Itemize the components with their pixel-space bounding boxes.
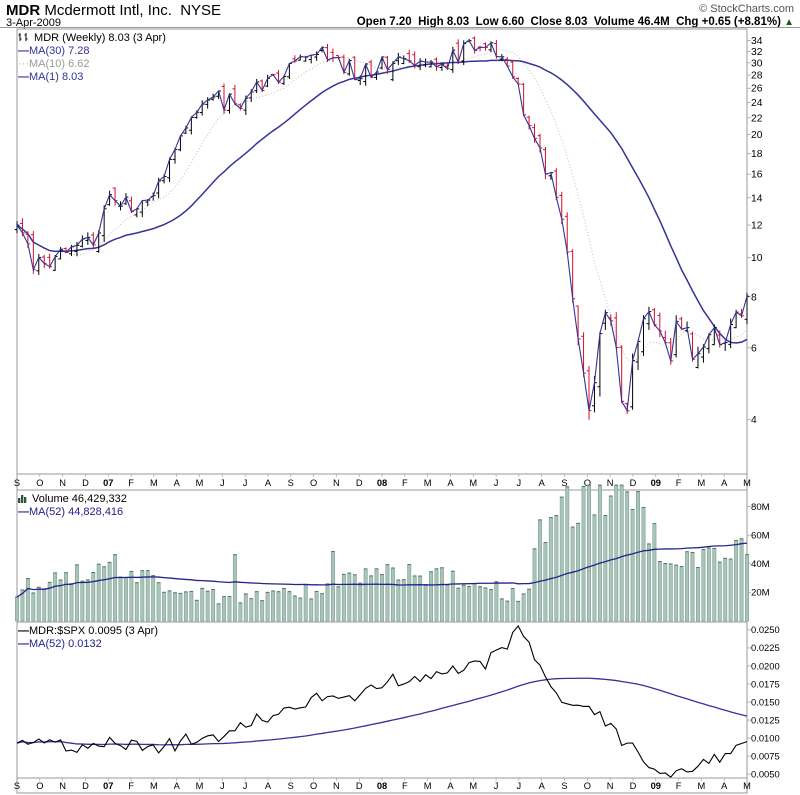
svg-text:09: 09 xyxy=(651,781,661,791)
svg-text:20: 20 xyxy=(751,130,763,141)
svg-text:M: M xyxy=(196,478,204,488)
svg-text:S: S xyxy=(561,781,567,791)
svg-text:0.0100: 0.0100 xyxy=(751,732,780,743)
svg-text:D: D xyxy=(82,781,89,791)
svg-text:A: A xyxy=(265,781,272,791)
svg-text:A: A xyxy=(539,781,546,791)
svg-text:F: F xyxy=(402,478,408,488)
svg-text:J: J xyxy=(220,478,225,488)
svg-text:6: 6 xyxy=(751,343,757,354)
svg-text:O: O xyxy=(584,781,591,791)
svg-text:J: J xyxy=(494,781,499,791)
svg-text:N: N xyxy=(607,478,614,488)
svg-text:D: D xyxy=(630,781,637,791)
svg-text:M: M xyxy=(196,781,204,791)
svg-text:30: 30 xyxy=(751,58,763,69)
svg-text:0.0250: 0.0250 xyxy=(751,624,780,635)
svg-text:A: A xyxy=(174,478,181,488)
svg-text:J: J xyxy=(243,478,248,488)
svg-text:O: O xyxy=(310,478,317,488)
svg-text:M: M xyxy=(469,478,477,488)
svg-text:F: F xyxy=(676,478,682,488)
svg-text:A: A xyxy=(539,478,546,488)
svg-text:4: 4 xyxy=(751,415,757,426)
svg-text:N: N xyxy=(59,781,66,791)
svg-text:0.0125: 0.0125 xyxy=(751,714,780,725)
svg-text:N: N xyxy=(333,781,340,791)
svg-text:26: 26 xyxy=(751,84,763,95)
svg-text:F: F xyxy=(128,781,134,791)
svg-text:0.0050: 0.0050 xyxy=(751,768,780,779)
svg-text:24: 24 xyxy=(751,98,763,109)
svg-text:0.0150: 0.0150 xyxy=(751,696,780,707)
svg-text:28: 28 xyxy=(751,71,763,82)
svg-text:N: N xyxy=(59,478,66,488)
svg-text:0.0075: 0.0075 xyxy=(751,750,780,761)
svg-text:40M: 40M xyxy=(751,559,770,570)
svg-text:18: 18 xyxy=(751,149,763,160)
svg-text:0.0200: 0.0200 xyxy=(751,660,780,671)
svg-text:F: F xyxy=(676,781,682,791)
svg-text:07: 07 xyxy=(103,478,113,488)
svg-text:M: M xyxy=(150,781,158,791)
svg-text:M: M xyxy=(698,781,706,791)
svg-text:60M: 60M xyxy=(751,531,770,542)
svg-text:J: J xyxy=(220,781,225,791)
svg-text:M: M xyxy=(424,478,432,488)
svg-text:A: A xyxy=(721,781,728,791)
svg-text:J: J xyxy=(517,478,522,488)
svg-text:08: 08 xyxy=(377,478,387,488)
svg-text:A: A xyxy=(265,478,272,488)
svg-text:A: A xyxy=(447,478,454,488)
svg-text:A: A xyxy=(721,478,728,488)
svg-text:D: D xyxy=(82,478,89,488)
svg-text:J: J xyxy=(494,478,499,488)
svg-text:14: 14 xyxy=(751,193,763,204)
svg-text:S: S xyxy=(288,478,294,488)
svg-text:0.0225: 0.0225 xyxy=(751,642,780,653)
svg-text:16: 16 xyxy=(751,170,763,181)
svg-text:D: D xyxy=(630,478,637,488)
svg-text:M: M xyxy=(743,478,751,488)
svg-text:O: O xyxy=(310,781,317,791)
svg-text:09: 09 xyxy=(651,478,661,488)
svg-text:M: M xyxy=(150,478,158,488)
svg-text:32: 32 xyxy=(751,47,763,58)
svg-text:22: 22 xyxy=(751,113,763,124)
svg-text:M: M xyxy=(424,781,432,791)
svg-text:M: M xyxy=(469,781,477,791)
svg-text:F: F xyxy=(128,478,134,488)
svg-text:D: D xyxy=(356,781,363,791)
svg-text:S: S xyxy=(14,781,20,791)
svg-text:20M: 20M xyxy=(751,588,770,599)
svg-text:S: S xyxy=(14,478,20,488)
svg-text:O: O xyxy=(36,781,43,791)
svg-text:J: J xyxy=(517,781,522,791)
svg-text:80M: 80M xyxy=(751,502,770,513)
svg-text:D: D xyxy=(356,478,363,488)
svg-text:A: A xyxy=(447,781,454,791)
svg-text:M: M xyxy=(743,781,751,791)
svg-text:N: N xyxy=(607,781,614,791)
svg-text:8: 8 xyxy=(751,292,757,303)
svg-text:12: 12 xyxy=(751,221,763,232)
svg-text:N: N xyxy=(333,478,340,488)
svg-text:F: F xyxy=(402,781,408,791)
svg-text:M: M xyxy=(698,478,706,488)
svg-text:07: 07 xyxy=(103,781,113,791)
svg-text:O: O xyxy=(36,478,43,488)
svg-text:34: 34 xyxy=(751,36,763,47)
svg-text:S: S xyxy=(288,781,294,791)
svg-text:A: A xyxy=(174,781,181,791)
svg-text:10: 10 xyxy=(751,253,763,264)
svg-text:08: 08 xyxy=(377,781,387,791)
svg-text:J: J xyxy=(243,781,248,791)
svg-text:0.0175: 0.0175 xyxy=(751,678,780,689)
